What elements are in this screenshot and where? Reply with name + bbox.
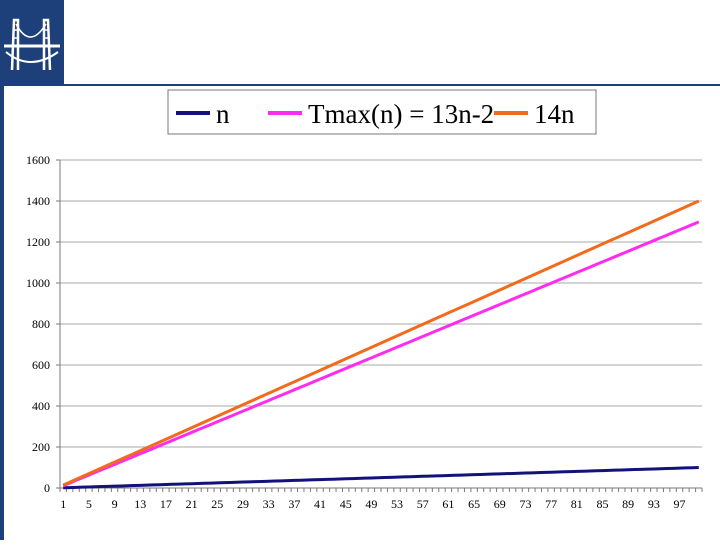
x-tick-label: 25 [211,497,223,511]
x-tick-label: 29 [237,497,249,511]
x-tick-label: 57 [417,497,429,511]
x-tick-label: 49 [365,497,377,511]
y-tick-label: 1600 [26,153,50,167]
x-tick-label: 85 [596,497,608,511]
series-line-1 [63,466,699,490]
legend-label-2: Tmax(n) = 13n-2 [308,99,494,129]
y-tick-label: 200 [32,440,50,454]
legend-label-3: 14n [534,99,575,129]
x-tick-label: 65 [468,497,480,511]
y-tick-label: 1400 [26,194,50,208]
y-tick-label: 1200 [26,235,50,249]
y-tick-label: 1000 [26,276,50,290]
y-tick-label: 600 [32,358,50,372]
bridge-logo-icon [4,18,60,71]
y-tick-label: 0 [44,481,50,495]
y-tick-label: 800 [32,317,50,331]
x-tick-label: 69 [494,497,506,511]
line-chart: n Tmax(n) = 13n-2 14n 0 200 400 600 800 1000 120… [26,89,703,511]
x-tick-label: 45 [340,497,352,511]
x-tick-label: 77 [545,497,557,511]
x-tick-label: 37 [288,497,300,511]
x-tick-label: 61 [442,497,454,511]
legend-label-1: n [216,99,230,129]
series-line-3 [62,199,700,487]
x-tick-label: 93 [648,497,660,511]
chart-container: n Tmax(n) = 13n-2 14n 0 200 400 600 800 1000 120… [4,86,720,540]
x-tick-label: 97 [674,497,686,511]
x-tick-label: 73 [519,497,531,511]
x-tick-label: 17 [160,497,172,511]
x-tick-label: 53 [391,497,403,511]
x-tick-label: 33 [263,497,275,511]
x-tick-label: 21 [186,497,198,511]
series-line-2 [62,220,700,488]
y-tick-label: 400 [32,399,50,413]
x-tick-label: 1 [60,497,66,511]
plot-area: 0 200 400 600 800 1000 1200 1400 1600 1 5 9 13 17 21 25… [26,153,703,511]
legend: n Tmax(n) = 13n-2 14n [167,89,597,135]
x-tick-label: 41 [314,497,326,511]
x-tick-label: 81 [571,497,583,511]
x-tick-label: 89 [622,497,634,511]
x-tick-label: 5 [86,497,92,511]
x-tick-label: 13 [134,497,146,511]
header-divider [0,84,720,86]
x-tick-label: 9 [112,497,118,511]
